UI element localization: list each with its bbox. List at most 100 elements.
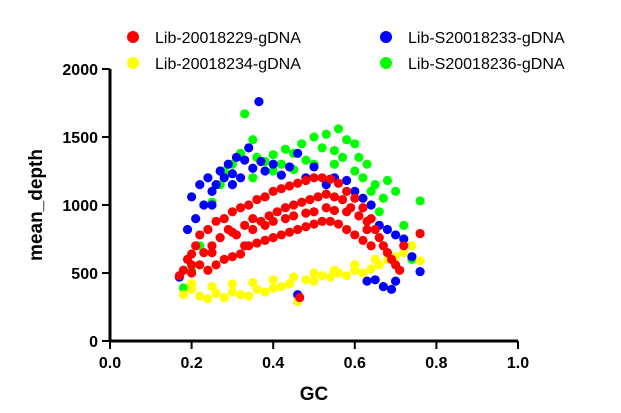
- data-point: [301, 275, 311, 285]
- data-point: [240, 220, 250, 230]
- data-point: [187, 260, 197, 270]
- data-point: [350, 166, 360, 176]
- data-point: [309, 173, 319, 183]
- x-tick-label: 0.6: [344, 355, 366, 372]
- data-point: [366, 264, 376, 274]
- data-point: [289, 272, 299, 282]
- data-point: [382, 175, 393, 186]
- data-point: [407, 252, 417, 262]
- y-axis-title: mean_depth: [26, 149, 47, 261]
- data-point: [248, 173, 258, 183]
- data-point: [276, 230, 286, 240]
- data-point: [284, 227, 295, 237]
- data-point: [358, 173, 368, 183]
- x-tick-label: 0.8: [425, 355, 447, 372]
- data-point: [391, 230, 401, 240]
- y-tick-label: 2000: [62, 62, 98, 79]
- data-point: [329, 192, 339, 202]
- data-point: [260, 166, 270, 176]
- data-point: [350, 139, 360, 149]
- data-point: [260, 287, 270, 297]
- data-point: [289, 211, 299, 221]
- data-point: [223, 159, 233, 169]
- data-point: [366, 241, 376, 251]
- data-point: [260, 192, 270, 202]
- data-point: [215, 233, 225, 243]
- data-point: [191, 214, 201, 224]
- data-point: [207, 241, 217, 251]
- data-point: [187, 268, 197, 278]
- data-point: [366, 186, 376, 196]
- data-point: [252, 284, 262, 294]
- data-point: [325, 174, 335, 184]
- data-point: [240, 241, 250, 251]
- data-point: [321, 203, 331, 213]
- data-point: [309, 132, 319, 142]
- data-point: [342, 207, 352, 217]
- legend: Lib-20018229-gDNA Lib-S20018233-gDNA Lib-2…: [127, 30, 565, 73]
- data-point: [235, 173, 246, 183]
- data-point: [195, 230, 205, 240]
- data-point: [178, 283, 189, 293]
- data-point: [382, 248, 393, 258]
- data-point: [191, 241, 201, 251]
- data-point: [342, 186, 352, 196]
- data-point: [260, 220, 270, 230]
- y-tick-label: 1000: [62, 198, 98, 215]
- data-point: [329, 146, 339, 156]
- data-point: [211, 180, 221, 190]
- data-point: [199, 248, 209, 258]
- data-point: [329, 205, 339, 216]
- data-point: [382, 224, 393, 235]
- data-point: [325, 216, 335, 226]
- data-point: [309, 276, 319, 286]
- data-point: [235, 290, 246, 300]
- legend-marker: [380, 57, 392, 69]
- data-point: [374, 233, 384, 243]
- x-tick-label: 0.0: [99, 355, 121, 372]
- data-point: [313, 192, 323, 202]
- data-point: [386, 284, 397, 294]
- legend-marker: [380, 31, 392, 43]
- data-point: [207, 200, 217, 210]
- data-point: [254, 97, 264, 107]
- data-point: [227, 279, 237, 289]
- legend-item: Lib-20018234-gDNA: [127, 56, 301, 73]
- data-point: [407, 241, 417, 251]
- data-point: [284, 181, 295, 191]
- data-point: [244, 291, 254, 301]
- data-point: [199, 200, 209, 210]
- data-point: [244, 200, 254, 210]
- data-point: [280, 214, 291, 224]
- data-point: [203, 173, 213, 183]
- data-point: [211, 260, 221, 270]
- data-point: [178, 290, 189, 300]
- data-point: [227, 207, 237, 217]
- data-point: [378, 282, 388, 292]
- data-point: [295, 292, 305, 303]
- data-point: [252, 194, 262, 205]
- data-point: [337, 152, 348, 162]
- data-point: [268, 159, 278, 169]
- data-point: [268, 283, 278, 293]
- legend-label: Lib-20018229-gDNA: [155, 30, 301, 47]
- data-point: [317, 143, 327, 153]
- data-point: [248, 163, 258, 173]
- x-axis-ticks: 0.0 0.2 0.4 0.6 0.8 1.0: [99, 341, 529, 372]
- data-point: [178, 265, 189, 275]
- data-point: [329, 265, 339, 275]
- data-point: [187, 249, 197, 259]
- data-point: [219, 214, 229, 224]
- data-point: [301, 155, 311, 165]
- data-point: [248, 277, 258, 288]
- data-point: [366, 200, 376, 210]
- y-tick-label: 500: [71, 266, 98, 283]
- data-point: [325, 272, 335, 282]
- data-point: [415, 228, 425, 239]
- data-point: [342, 175, 352, 186]
- data-point: [276, 159, 286, 169]
- data-point: [350, 230, 360, 240]
- data-point: [203, 294, 213, 304]
- data-point: [317, 173, 327, 183]
